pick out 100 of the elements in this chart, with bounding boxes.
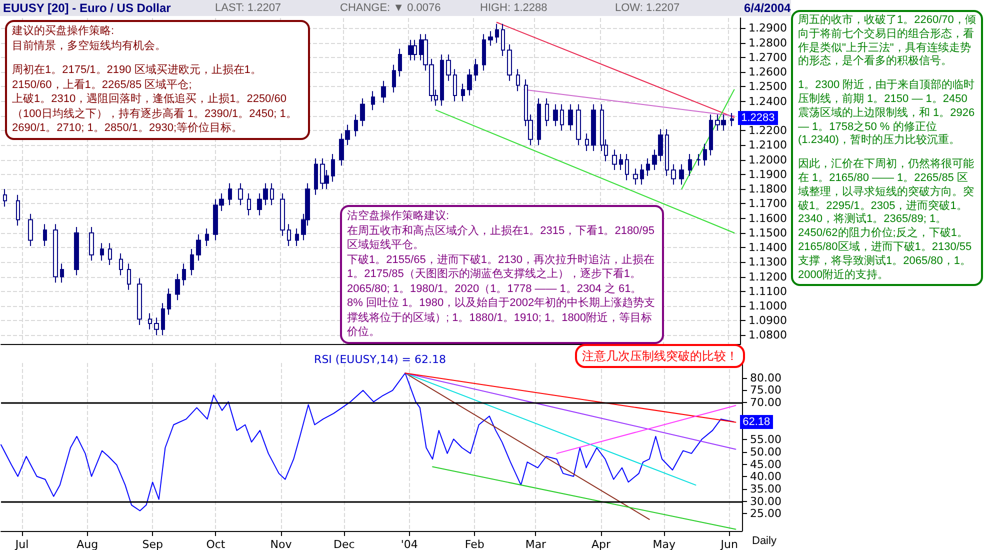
candlestick (148, 312, 152, 330)
y-tick-label: 1.2700 (748, 50, 788, 64)
candlestick (320, 158, 325, 190)
candlestick (398, 48, 402, 77)
annotation: 周初在1。2175/1。2190 区域买进欧元，止损在1。2150/60，上看1。2265/85 区域平仓; (12, 63, 262, 92)
candlestick (175, 273, 180, 301)
candlestick (295, 228, 299, 247)
x-tick-label: Jun (720, 538, 738, 550)
annotation: 在周五收市和高点区域介入，止损在1。2315，下看1。2180/95 区域短线平仓。 (347, 224, 656, 252)
candlestick (354, 114, 358, 137)
y-tick-label: 1.2200 (748, 124, 788, 138)
y-tick-label: 1.2100 (748, 138, 788, 152)
candlestick (461, 83, 465, 102)
candlestick (371, 90, 375, 111)
candlestick (585, 132, 589, 152)
candlestick (730, 112, 734, 127)
candlestick (560, 104, 564, 132)
text: 1。2300 附近，由于来自顶部的临时压制线，前期 1。2150 — 1。2450 震荡区域的上边限制线，和 1。2926 — 1。1758之50 % 的修正位(1.2340)，暂时的压力比较沉重。 (798, 79, 976, 148)
candlestick (381, 80, 386, 104)
y-tick-label: 1.1700 (748, 197, 788, 210)
candlestick (119, 252, 123, 276)
x-tick-label: Oct (206, 538, 226, 550)
annotation: 建议的买盘操作策略: (12, 24, 116, 38)
text: HIGH: 1.2288 (480, 1, 548, 16)
candlestick (591, 104, 596, 152)
candlestick (108, 242, 112, 266)
x-tick-label: Sep (142, 538, 163, 550)
annotation: 62.18 (740, 414, 774, 429)
y-tick-label: 25.00 (750, 507, 782, 520)
y-tick-label: 1.2600 (748, 66, 788, 79)
x-tick-label: Jul (14, 538, 29, 550)
text: 周五的收市，收破了1。2260/70，倾向于将前七个交易日的组合形态，看作是类似"上升三法"，具有连续走势的形态，是个看多的积极信号。 (798, 14, 976, 70)
x-tick-label: '04 (400, 538, 418, 550)
y-tick-label: 1.2000 (748, 153, 788, 166)
candlestick (190, 248, 194, 276)
y-tick-label: 40.00 (750, 470, 782, 484)
candlestick (619, 153, 623, 171)
chart-title: RSI (EUUSY,14) = 62.18 (314, 353, 446, 366)
y-tick-label: 1.1000 (748, 299, 788, 312)
y-tick-label: 45.00 (750, 458, 782, 471)
candlestick (516, 68, 520, 92)
y-tick-label: 1.1300 (748, 256, 788, 269)
candlestick (360, 98, 365, 127)
x-tick-label: Mar (525, 538, 547, 550)
candlestick (671, 164, 676, 186)
candlestick (287, 224, 291, 247)
x-tick-label: Feb (464, 538, 484, 550)
y-tick-label: 1.1500 (748, 226, 788, 240)
candlestick (392, 64, 396, 94)
candlestick (640, 164, 644, 186)
text: CHANGE: ▼ 0.0076 (340, 1, 441, 16)
candlestick (440, 54, 444, 106)
candlestick (568, 104, 573, 132)
candlestick (633, 168, 638, 186)
candlestick (182, 263, 186, 286)
candlestick (16, 194, 20, 226)
y-tick-label: 55.00 (750, 433, 782, 446)
candlestick (553, 104, 558, 127)
candlestick (696, 153, 701, 166)
y-tick-label: 1.1100 (748, 284, 788, 298)
x-tick-label: Dec (333, 538, 355, 550)
candlestick (280, 192, 285, 236)
y-tick-label: 80.00 (750, 371, 782, 384)
candlestick (60, 263, 64, 284)
y-tick-label: 1.1900 (748, 168, 788, 181)
candlestick (196, 234, 201, 262)
candlestick (545, 98, 549, 127)
candlestick (665, 128, 669, 176)
y-tick-label: 70.00 (750, 396, 782, 410)
candlestick (127, 263, 131, 290)
candlestick (331, 153, 335, 182)
candlestick (576, 104, 581, 146)
candlestick (3, 188, 7, 208)
y-tick-label: 1.2800 (748, 36, 788, 50)
candlestick (43, 224, 47, 247)
text: 注意几次压制线突破的比较！ (575, 344, 745, 368)
candlestick (228, 182, 232, 206)
candlestick (314, 158, 318, 196)
candlestick (100, 242, 104, 262)
line-series (0, 372, 734, 512)
candlestick (247, 192, 251, 216)
candlestick (467, 68, 472, 96)
candlestick (495, 23, 499, 44)
candlestick (446, 54, 451, 82)
y-tick-label: 1.1400 (748, 241, 788, 254)
y-tick-label: 1.1200 (748, 270, 788, 284)
x-tick-label: Aug (76, 538, 98, 550)
y-tick-label: 75.00 (750, 384, 782, 397)
candlestick (453, 68, 457, 102)
candlestick (89, 226, 94, 262)
y-tick-label: 1.2900 (748, 22, 788, 35)
text: LAST: 1.2207 (215, 1, 282, 16)
candlestick (137, 278, 142, 326)
candlestick (28, 213, 33, 247)
annotation: 沽空盘操作策略建议: (347, 209, 450, 224)
y-tick-label: 1.1600 (748, 212, 788, 225)
candlestick (474, 58, 478, 82)
candlestick (205, 228, 209, 247)
candlestick (612, 149, 617, 171)
annotation: 目前情景，多空短线均有机会。 (12, 38, 167, 53)
